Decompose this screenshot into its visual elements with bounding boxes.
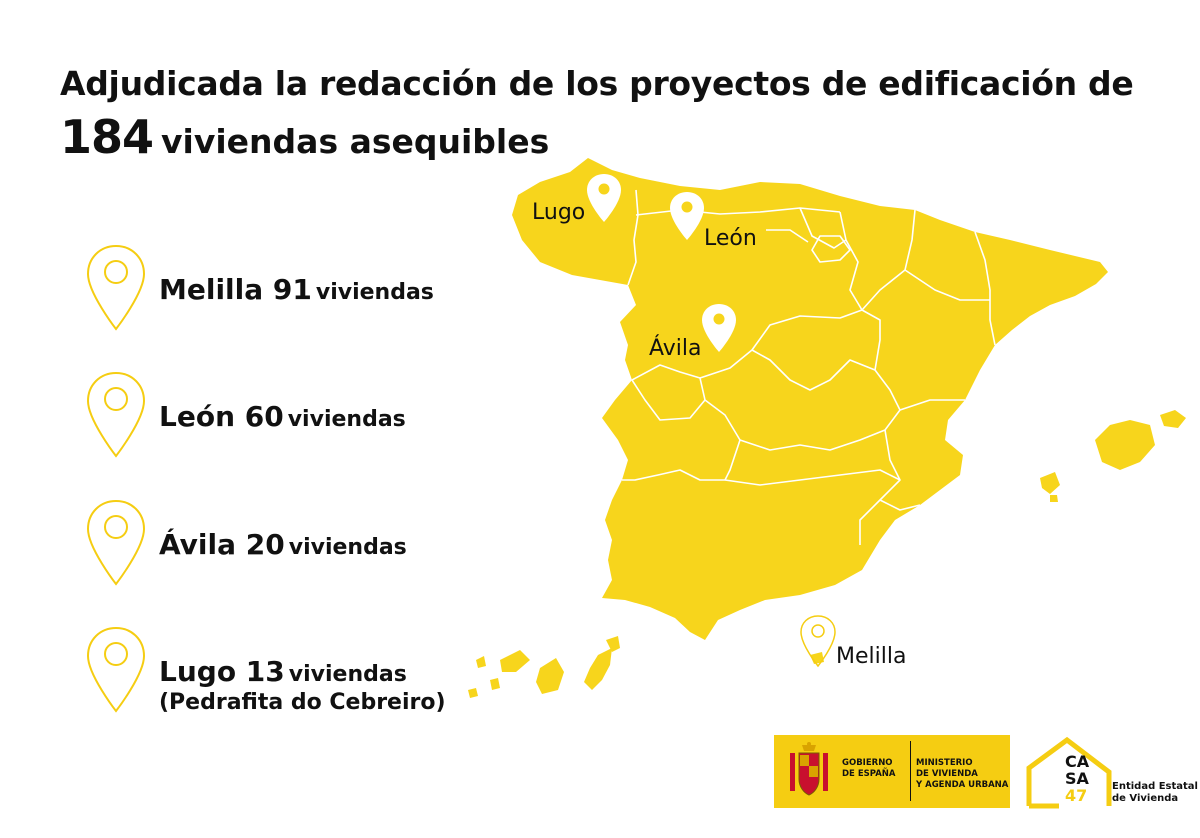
menorca xyxy=(1160,410,1186,428)
lanzarote xyxy=(606,636,620,652)
casa-text-line3: 47 xyxy=(1065,786,1088,805)
map-label-avila: Ávila xyxy=(649,336,702,361)
list-item-place: Lugo 13 xyxy=(159,655,285,688)
list-item-place: Melilla 91 xyxy=(159,273,312,306)
region-borders xyxy=(622,189,996,545)
list-item-place: León 60 xyxy=(159,400,284,433)
gobierno-text: GOBIERNO DE ESPAÑA xyxy=(842,758,896,779)
list-item: Ávila 20 viviendas xyxy=(84,498,504,598)
title-line1: Adjudicada la redacción de los proyectos… xyxy=(60,64,1134,103)
casa-text-line1: CA xyxy=(1065,752,1090,771)
map-label-leon: León xyxy=(704,226,757,251)
list-item: León 60 viviendas xyxy=(84,370,504,470)
list-item-place: Ávila 20 xyxy=(159,528,285,561)
el-hierro xyxy=(468,688,478,698)
house-outline-icon xyxy=(1026,736,1112,809)
list-item-suffix: viviendas xyxy=(315,280,434,305)
title-rest: viviendas asequibles xyxy=(161,122,550,161)
map-regions xyxy=(468,158,1186,698)
location-pin-icon xyxy=(86,244,146,331)
list-item-suffix: viviendas xyxy=(288,662,407,687)
coat-of-arms-icon xyxy=(790,742,828,796)
entidad-text: Entidad Estatal de Vivienda xyxy=(1112,781,1198,804)
list-item: Lugo 13 viviendas (Pedrafita do Cebreiro) xyxy=(84,625,504,725)
title-line2: 184 viviendas asequibles xyxy=(60,110,549,164)
ministerio-text: MINISTERIO DE VIVIENDA Y AGENDA URBANA xyxy=(916,758,1009,790)
map-label-lugo: Lugo xyxy=(532,200,586,225)
list-item-subtitle: (Pedrafita do Cebreiro) xyxy=(159,690,446,715)
map-pin-melilla xyxy=(800,615,836,668)
mallorca xyxy=(1095,420,1155,470)
map-pin-lugo xyxy=(587,174,621,222)
list-item: Melilla 91 viviendas xyxy=(84,243,504,343)
location-pin-icon xyxy=(86,499,146,586)
location-pin-icon xyxy=(86,626,146,713)
la-gomera xyxy=(490,678,500,690)
ibiza xyxy=(1040,472,1060,494)
tenerife xyxy=(500,650,530,672)
gobierno-logo: GOBIERNO DE ESPAÑA MINISTERIO DE VIVIEND… xyxy=(774,735,1010,808)
total-housing-count: 184 xyxy=(60,110,154,164)
casa47-logo: CA SA 47 xyxy=(1025,736,1115,810)
logo-divider xyxy=(910,741,911,801)
la-palma xyxy=(476,656,486,668)
fuerteventura xyxy=(584,648,612,690)
location-pin-icon xyxy=(86,371,146,458)
gran-canaria xyxy=(536,658,564,694)
formentera xyxy=(1050,495,1058,502)
map-pin-leon xyxy=(670,192,704,240)
casa-text-line2: SA xyxy=(1065,769,1089,788)
list-item-suffix: viviendas xyxy=(288,535,407,560)
map-pin-avila xyxy=(702,304,736,352)
list-item-suffix: viviendas xyxy=(287,407,406,432)
map-label-melilla: Melilla xyxy=(836,644,907,669)
